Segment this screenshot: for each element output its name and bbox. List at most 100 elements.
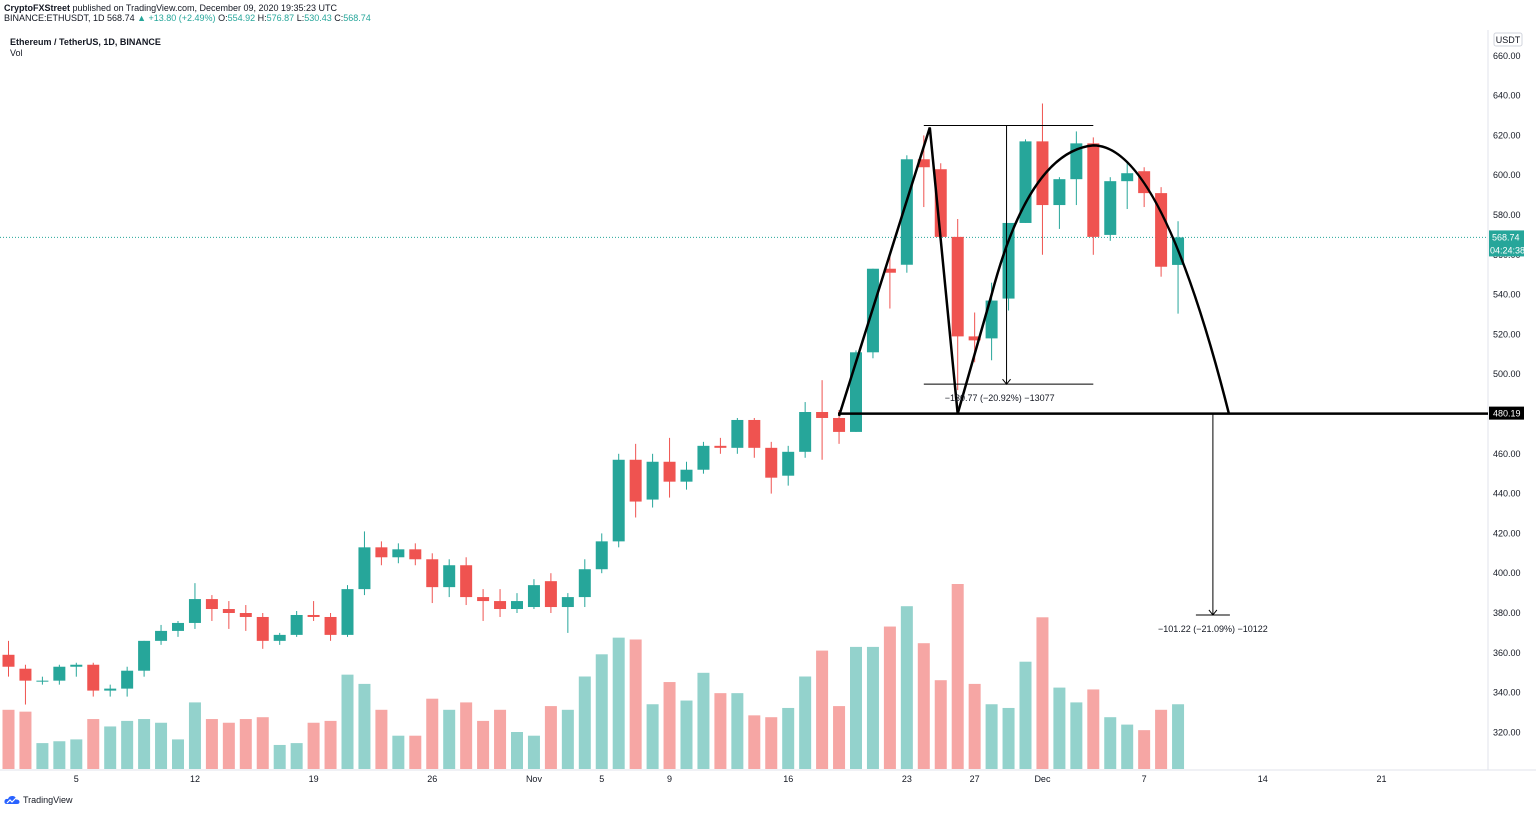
- volume-bar: [1104, 717, 1117, 769]
- y-tick-label: 640.00: [1493, 91, 1521, 101]
- volume-bar: [578, 676, 591, 769]
- candle-body: [595, 541, 608, 570]
- candle-body: [1036, 141, 1049, 206]
- candle-body: [1121, 173, 1134, 182]
- candle-body: [222, 609, 235, 613]
- volume-bar: [1002, 707, 1015, 769]
- volume-bar: [36, 743, 49, 769]
- candle-body: [765, 447, 778, 478]
- candle-body: [392, 549, 405, 558]
- volume-bar: [833, 706, 846, 769]
- publisher-name[interactable]: CryptoFXStreet: [4, 3, 71, 13]
- volume-bar: [765, 717, 778, 769]
- volume-bar: [19, 711, 32, 769]
- x-tick-label: 23: [902, 774, 912, 784]
- candle-body: [290, 614, 303, 635]
- volume-bar: [968, 683, 981, 769]
- measure-label-2: −101.22 (−21.09%) −10122: [1158, 624, 1268, 634]
- x-tick-label: 16: [783, 774, 793, 784]
- volume-bar: [222, 722, 235, 769]
- volume-bar: [748, 715, 761, 769]
- currency-label: USDT: [1496, 35, 1521, 45]
- volume-legend[interactable]: Vol: [10, 48, 23, 58]
- volume-bar: [375, 709, 388, 769]
- volume-bar: [256, 717, 269, 769]
- volume-bar: [138, 719, 151, 769]
- volume-bar: [1019, 661, 1032, 769]
- candle-body: [36, 680, 49, 682]
- y-tick-label: 440.00: [1493, 489, 1521, 499]
- volume-bar: [731, 693, 744, 769]
- x-tick-label: 27: [970, 774, 980, 784]
- volume-bar: [324, 720, 337, 769]
- x-tick-label: 12: [190, 774, 200, 784]
- volume-bar: [680, 700, 693, 769]
- candle-body: [477, 597, 490, 602]
- candle-body: [1053, 179, 1066, 206]
- volume-bar: [290, 743, 303, 769]
- high-label: H:: [257, 13, 267, 23]
- volume-bar: [53, 741, 66, 769]
- close-label: C:: [334, 13, 344, 23]
- volume-bar: [477, 720, 490, 769]
- candle-body: [951, 236, 964, 337]
- volume-bar: [1138, 730, 1151, 769]
- volume-bar: [1155, 709, 1168, 769]
- change-value: ▲ +13.80 (+2.49%): [137, 13, 216, 23]
- candle-body: [358, 547, 371, 590]
- candle-body: [985, 300, 998, 339]
- low-label: L:: [296, 13, 305, 23]
- candle-body: [968, 336, 981, 341]
- symbol-legend[interactable]: Ethereum / TetherUS, 1D, BINANCE: [10, 37, 161, 47]
- volume-bar: [155, 722, 168, 769]
- volume-bar: [782, 707, 795, 769]
- tradingview-logo[interactable]: TradingView: [4, 795, 73, 805]
- candle-body: [409, 549, 422, 560]
- x-tick-label: 14: [1258, 774, 1268, 784]
- candle-body: [527, 585, 540, 608]
- candle-body: [188, 599, 201, 623]
- candle-body: [1019, 141, 1032, 223]
- published-text: published on TradingView.com, December 0…: [72, 3, 338, 13]
- candle-body: [87, 664, 100, 691]
- candle-body: [53, 666, 66, 681]
- candle-body: [731, 419, 744, 448]
- y-tick-label: 360.00: [1493, 648, 1521, 658]
- candle-body: [2, 654, 15, 667]
- volume-bar: [1121, 724, 1134, 769]
- candle-body: [883, 268, 896, 273]
- candle-body: [748, 419, 761, 448]
- x-tick-label: 26: [427, 774, 437, 784]
- volume-bar: [341, 674, 354, 769]
- candle-body: [155, 630, 168, 641]
- neckline-price-tag: [1489, 406, 1524, 420]
- candle-body: [273, 634, 286, 641]
- volume-bar: [121, 720, 134, 769]
- volume-bar: [646, 704, 659, 769]
- volume-bar: [883, 626, 896, 769]
- y-tick-label: 620.00: [1493, 130, 1521, 140]
- volume-bar: [985, 704, 998, 769]
- tradingview-cloud-icon: [4, 795, 20, 804]
- candle-body: [307, 614, 320, 617]
- volume-bar: [443, 709, 456, 769]
- candle-body: [561, 597, 574, 608]
- volume-bar: [188, 702, 201, 769]
- candle-body: [1155, 193, 1168, 267]
- candle-body: [19, 668, 32, 681]
- candle-body: [460, 565, 473, 598]
- volume-bar: [917, 643, 930, 769]
- candle-body: [375, 547, 388, 558]
- candle-body: [121, 670, 134, 689]
- candle-body: [172, 622, 184, 631]
- low-value: 530.43: [304, 13, 332, 23]
- volume-bar: [1053, 687, 1066, 769]
- volume-bar: [561, 709, 574, 769]
- candle-body: [205, 599, 218, 610]
- measure-arrowhead: [1002, 378, 1011, 385]
- volume-bar: [409, 735, 422, 769]
- volume-bar: [612, 637, 625, 769]
- y-tick-label: 320.00: [1493, 727, 1521, 737]
- adam-peak-line: [837, 127, 959, 417]
- volume-bar: [426, 698, 439, 769]
